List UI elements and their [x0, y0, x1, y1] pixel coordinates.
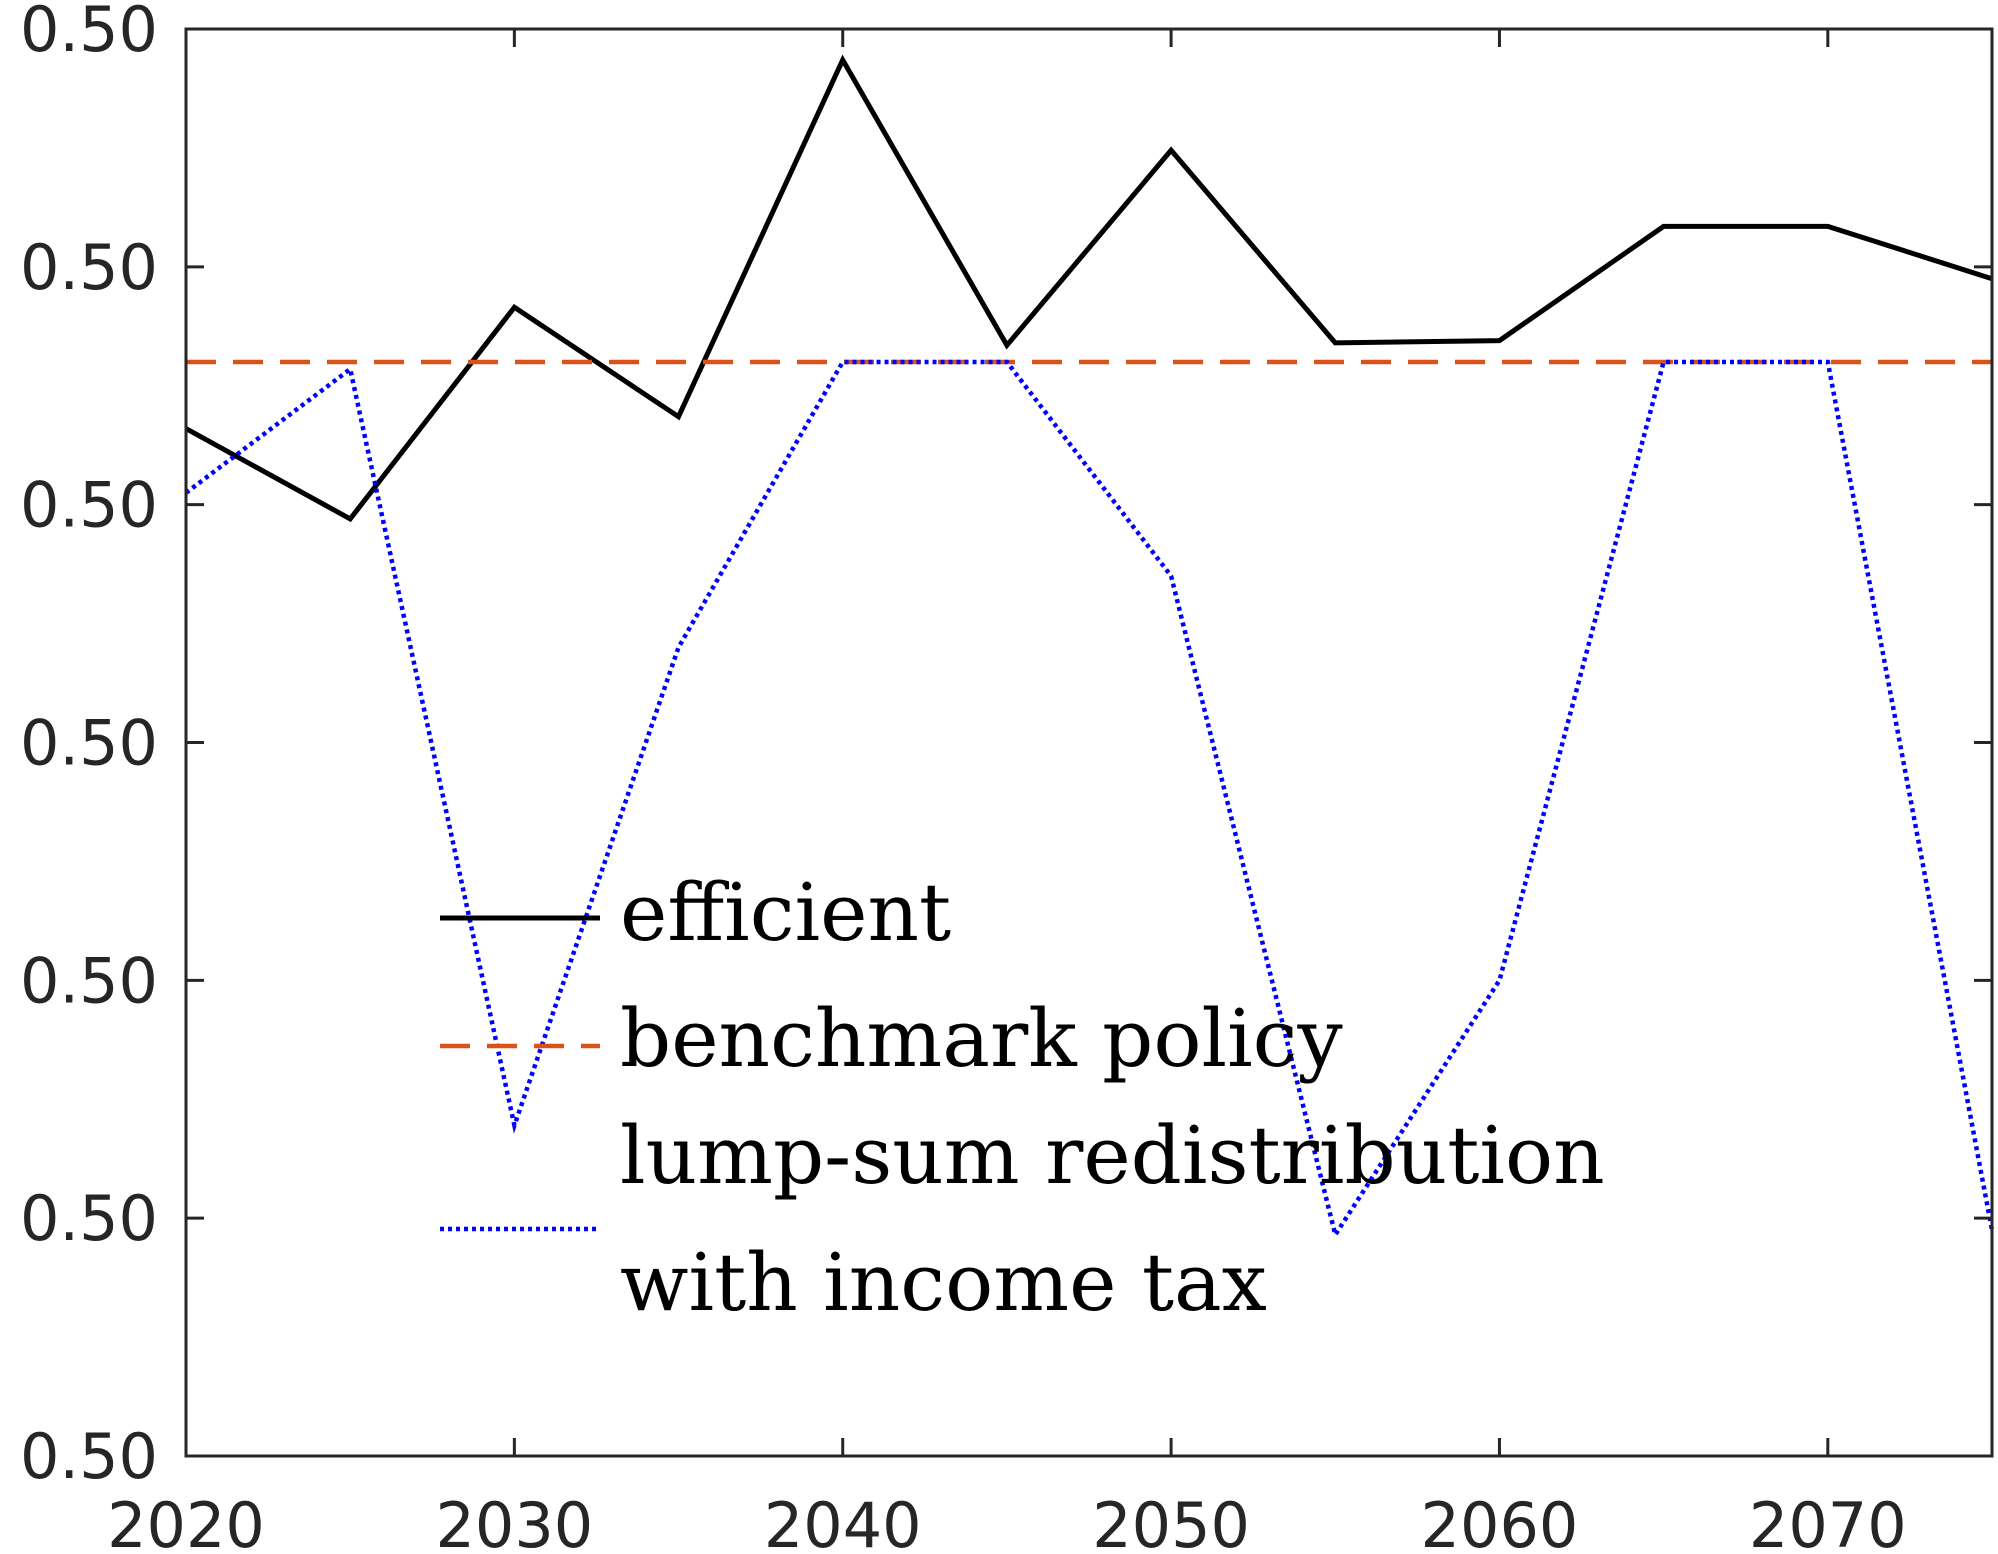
x-tick-label: 2060: [1421, 1489, 1579, 1554]
series-layer: [184, 54, 1995, 1241]
ticks-layer: 2020 2030 2040 2050 2060 2070 0.50 0.50 0.50 0.50…: [20, 0, 1992, 1554]
y-tick-label: 0.50: [20, 944, 158, 1017]
legend-label-2: with income tax: [620, 1236, 1267, 1329]
x-tick-label: 2030: [435, 1489, 593, 1554]
legend-label-2: lump-sum redistribution: [620, 1109, 1605, 1202]
y-tick-label: 0.50: [20, 231, 158, 304]
x-tick-label: 2050: [1092, 1489, 1250, 1554]
legend-label-0: efficient: [620, 866, 951, 959]
x-tick-label: 2070: [1749, 1489, 1907, 1554]
y-tick-label: 0.50: [20, 707, 158, 780]
legend: efficient benchmark policy lump-sum redist…: [440, 866, 1605, 1329]
y-tick-label: 0.50: [20, 1420, 158, 1493]
x-tick-label: 2040: [764, 1489, 922, 1554]
y-tick-label: 0.50: [20, 0, 158, 66]
y-tick-label: 0.50: [20, 469, 158, 542]
series-line-0: [184, 54, 1993, 523]
legend-label-1: benchmark policy: [620, 992, 1343, 1085]
series-line-2: [184, 359, 1995, 1241]
y-tick-label: 0.50: [20, 1182, 158, 1255]
x-tick-label: 2020: [107, 1489, 265, 1554]
